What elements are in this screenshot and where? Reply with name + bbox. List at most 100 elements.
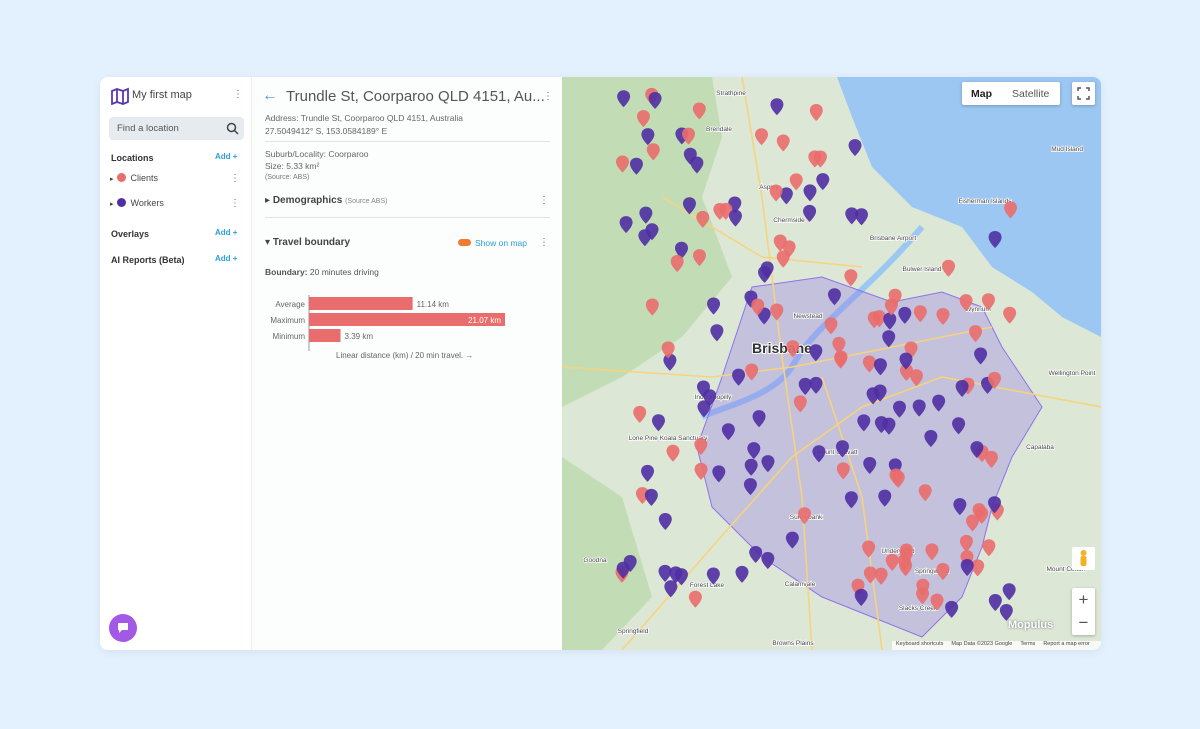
menu[interactable]: ⋮ [233,89,243,100]
pin [666,444,680,462]
menu[interactable]: ⋮ [539,195,549,206]
place-label: Browns Plains [772,640,814,647]
street-view[interactable] [1072,547,1095,570]
details-panel: ← Trundle St, Coorparoo QLD 4151, Au... … [252,77,562,650]
chat-icon [118,623,128,633]
place-label: Mud Island [1051,146,1083,153]
river [700,225,925,420]
chat-button[interactable] [109,614,137,642]
pin [713,202,727,220]
pin [776,134,790,152]
road [741,77,813,650]
chart-footnote[interactable]: Linear distance (km) / 20 min travel. → [336,351,474,360]
bar [309,313,505,326]
pin [797,507,811,525]
zoom-out[interactable]: − [1078,613,1089,632]
place-label: Springfield [618,628,649,635]
coordinates: 27.5049412° S, 153.0584189° E [265,126,388,136]
pin [617,90,631,108]
pin [641,128,655,146]
place-label: Underwood [881,548,915,555]
toggle-label[interactable]: Show on map [475,238,527,248]
place-label: Goodna [583,557,607,564]
pin [883,312,897,330]
footer-link[interactable]: Terms [1020,641,1036,647]
pin [971,559,985,577]
bar [309,329,341,342]
pin [644,488,658,506]
pin [1004,201,1018,219]
expand-arrow: ▸ [110,201,114,208]
pins [615,87,1018,621]
place-title: Trundle St, Coorparoo QLD 4151, Au... [286,88,545,105]
place-label: Lone Pine Koala Sanctuary [629,435,709,442]
location-item[interactable]: ▸ Clients ⋮ [110,173,242,184]
menu[interactable]: ⋮ [539,237,549,248]
satellite-button[interactable]: Satellite [1012,88,1050,100]
pin [885,553,899,571]
pin [889,468,903,486]
fullscreen-button[interactable] [1072,82,1095,105]
demographics-row[interactable]: ▸ Demographics (Source ABS) [265,195,388,206]
map-button[interactable]: Map [971,88,992,100]
add-text: Add [215,152,231,161]
pin [773,234,787,252]
map-title[interactable]: My first map [132,89,192,101]
search-box[interactable]: Find a location [109,117,244,140]
pin [960,559,974,577]
pin [1003,306,1017,324]
menu: ⋮ [230,173,240,184]
pin [645,223,659,241]
pin [862,540,876,558]
value-label: 11.14 km [417,300,450,309]
travel-label: Travel boundary [272,237,351,248]
pin [953,498,967,516]
pin [836,462,850,480]
pin [633,405,647,423]
add-button[interactable]: Add + [215,228,238,237]
pin [675,241,689,259]
pin [867,311,881,329]
pin [844,269,858,287]
footer-link[interactable]: Keyboard shortcuts [896,641,944,647]
toggle[interactable] [458,239,471,246]
location-item[interactable]: ▸ Workers ⋮ [110,198,242,209]
pin [918,484,932,502]
pin [924,430,938,448]
travel-row[interactable]: ▾ Travel boundary [265,237,351,248]
pin [623,555,637,573]
zoom-in[interactable]: + [1078,590,1089,609]
source: (Source: ABS) [265,174,310,181]
place-label: Aspley [759,184,779,191]
add-button[interactable]: Add + [215,254,238,263]
footer-link[interactable]: Report a map error [1043,641,1090,647]
boundary-value: 20 minutes driving [309,267,379,277]
pin [874,567,888,585]
map[interactable]: Strathpine Brendale Aspley Chermside Brisban… [561,77,1101,650]
boundary: Boundary: 20 minutes driving [265,267,379,277]
pin [682,127,696,145]
pin [982,539,996,557]
pin [707,297,721,315]
pin [694,462,708,480]
place-label: Springwood [915,568,950,575]
pin [955,379,969,397]
add-button[interactable]: Add + [215,152,238,161]
pin [706,567,720,585]
pin [863,566,877,584]
pin [645,298,659,316]
footer-link[interactable]: Map Data ©2023 Google [951,641,1013,647]
back-button[interactable]: ← [262,87,278,104]
section-label: Locations [111,153,154,163]
legend-label: Workers [130,198,164,208]
pin [909,369,923,387]
category-label: Average [275,300,305,309]
pin [658,564,672,582]
pin [696,210,710,228]
pin [670,255,684,273]
bay [837,77,1101,337]
pin [824,317,838,335]
menu[interactable]: ⋮ [543,91,553,102]
pin [816,173,830,191]
